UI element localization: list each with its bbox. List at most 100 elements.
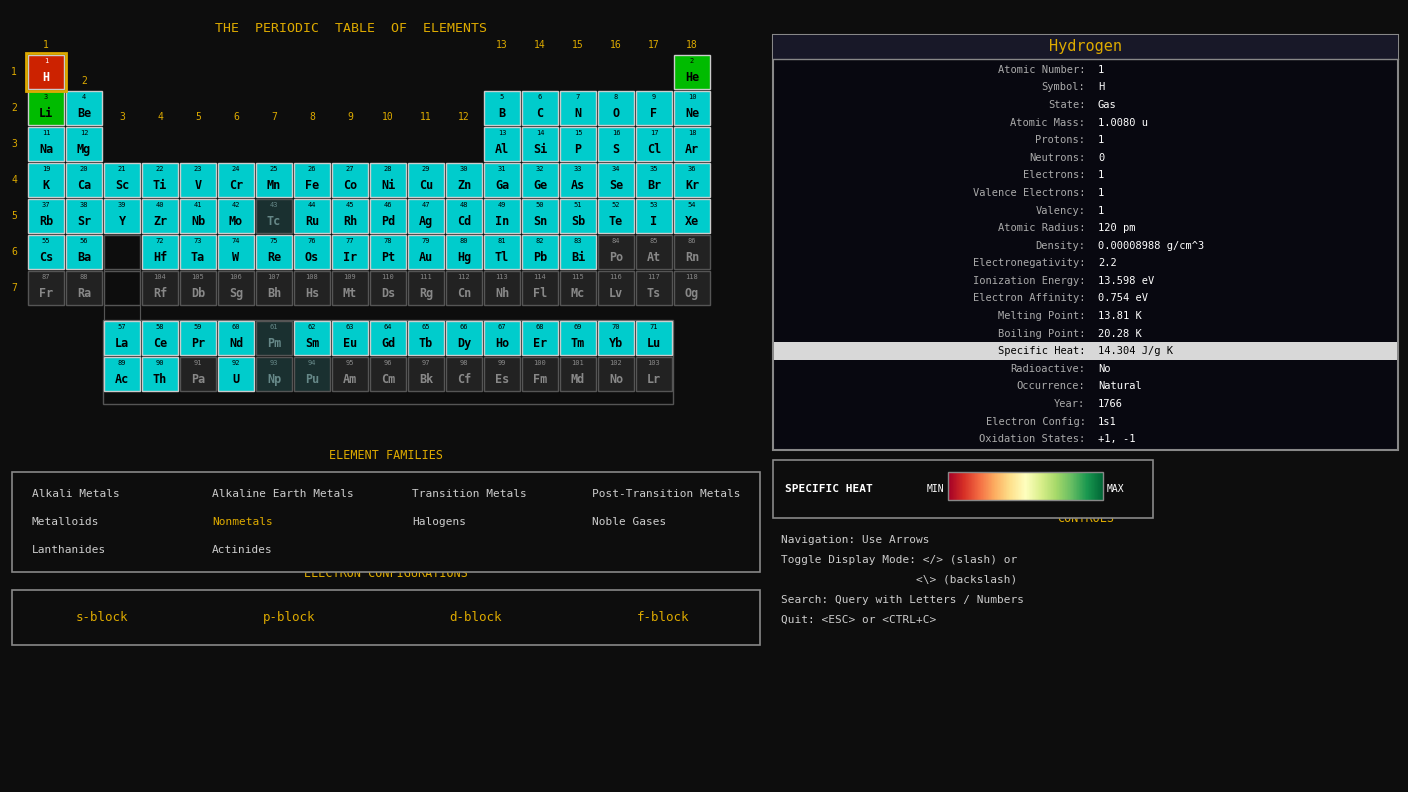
Bar [256,271,291,305]
Text: 4: 4 [82,94,86,100]
Bar [66,127,101,161]
Text: Oxidation States:: Oxidation States: [979,434,1086,444]
Text: 7: 7 [272,112,277,122]
Text: 79: 79 [422,238,431,244]
Bar [256,199,291,233]
Bar [142,235,177,269]
Text: s-block: s-block [76,611,128,624]
Bar [256,163,291,197]
Bar [484,271,520,305]
Text: Toggle Display Mode: </> (slash) or: Toggle Display Mode: </> (slash) or [781,555,1017,565]
Text: 1: 1 [1098,188,1104,198]
Bar [370,235,406,269]
Text: 56: 56 [80,238,89,244]
Bar [28,271,63,305]
Bar [294,235,329,269]
Text: Ni: Ni [382,179,396,192]
Text: Bi: Bi [570,250,586,264]
Text: 28: 28 [384,166,393,172]
Text: 70: 70 [611,324,621,330]
Text: DISPLAY MODE: DISPLAY MODE [921,437,1005,450]
Bar [370,357,406,391]
Text: Pb: Pb [532,250,548,264]
Text: Natural: Natural [1098,382,1142,391]
Text: Ir: Ir [344,250,358,264]
Text: 38: 38 [80,202,89,208]
Text: Transition Metals: Transition Metals [413,489,527,499]
Text: Xe: Xe [684,215,700,227]
Text: 54: 54 [687,202,696,208]
Text: Ca: Ca [77,179,92,192]
Bar [674,55,710,89]
Text: H: H [1098,82,1104,93]
Bar [773,35,1398,59]
Text: Hydrogen: Hydrogen [1049,40,1122,55]
Text: 1.0080 u: 1.0080 u [1098,117,1148,128]
Bar [218,163,253,197]
Bar [332,235,367,269]
Text: 81: 81 [498,238,507,244]
Bar [66,235,101,269]
Text: Pm: Pm [268,337,282,349]
Text: 11: 11 [42,130,51,136]
Text: Sc: Sc [115,179,130,192]
Text: Cr: Cr [230,179,244,192]
Text: 15: 15 [573,130,583,136]
Text: Pt: Pt [382,250,396,264]
Text: B: B [498,107,505,120]
Text: Navigation: Use Arrows: Navigation: Use Arrows [781,535,929,545]
Bar [674,127,710,161]
Bar [560,357,596,391]
Text: 44: 44 [308,202,317,208]
Bar [674,235,710,269]
Text: Lr: Lr [646,372,662,386]
Bar [446,357,482,391]
Text: Li: Li [39,107,54,120]
Text: Nb: Nb [191,215,206,227]
Text: 32: 32 [536,166,545,172]
Text: 49: 49 [498,202,507,208]
Bar [522,127,558,161]
Text: Melting Point:: Melting Point: [998,311,1086,321]
Text: 1: 1 [1098,65,1104,74]
Bar [256,321,291,355]
Text: 110: 110 [382,274,394,280]
Bar [674,163,710,197]
Text: Fm: Fm [532,372,548,386]
Text: N: N [574,107,582,120]
Text: 9: 9 [346,112,353,122]
Text: Br: Br [646,179,662,192]
Bar [408,163,444,197]
Bar [484,91,520,125]
Text: 10: 10 [382,112,394,122]
Text: 5: 5 [11,211,17,221]
Text: Alkaline Earth Metals: Alkaline Earth Metals [213,489,353,499]
Text: Atomic Radius:: Atomic Radius: [998,223,1086,233]
Text: 2: 2 [82,76,87,86]
Text: Db: Db [191,287,206,299]
Text: 47: 47 [422,202,431,208]
Text: p-block: p-block [262,611,315,624]
Bar [28,91,63,125]
Text: 85: 85 [649,238,659,244]
Text: d-block: d-block [449,611,503,624]
Text: In: In [494,215,510,227]
Bar [484,163,520,197]
Bar [218,235,253,269]
Bar [332,271,367,305]
Bar [598,199,634,233]
Bar [408,199,444,233]
Text: 107: 107 [268,274,280,280]
Text: I: I [650,215,658,227]
Text: Sm: Sm [306,337,320,349]
Text: Rg: Rg [418,287,434,299]
Text: Tm: Tm [570,337,586,349]
Bar [446,321,482,355]
Bar [104,163,139,197]
Text: Zn: Zn [456,179,472,192]
Text: <\> (backslash): <\> (backslash) [781,575,1017,585]
Bar [598,91,634,125]
Text: 67: 67 [498,324,507,330]
Bar [598,271,634,305]
Text: 1: 1 [1098,135,1104,145]
